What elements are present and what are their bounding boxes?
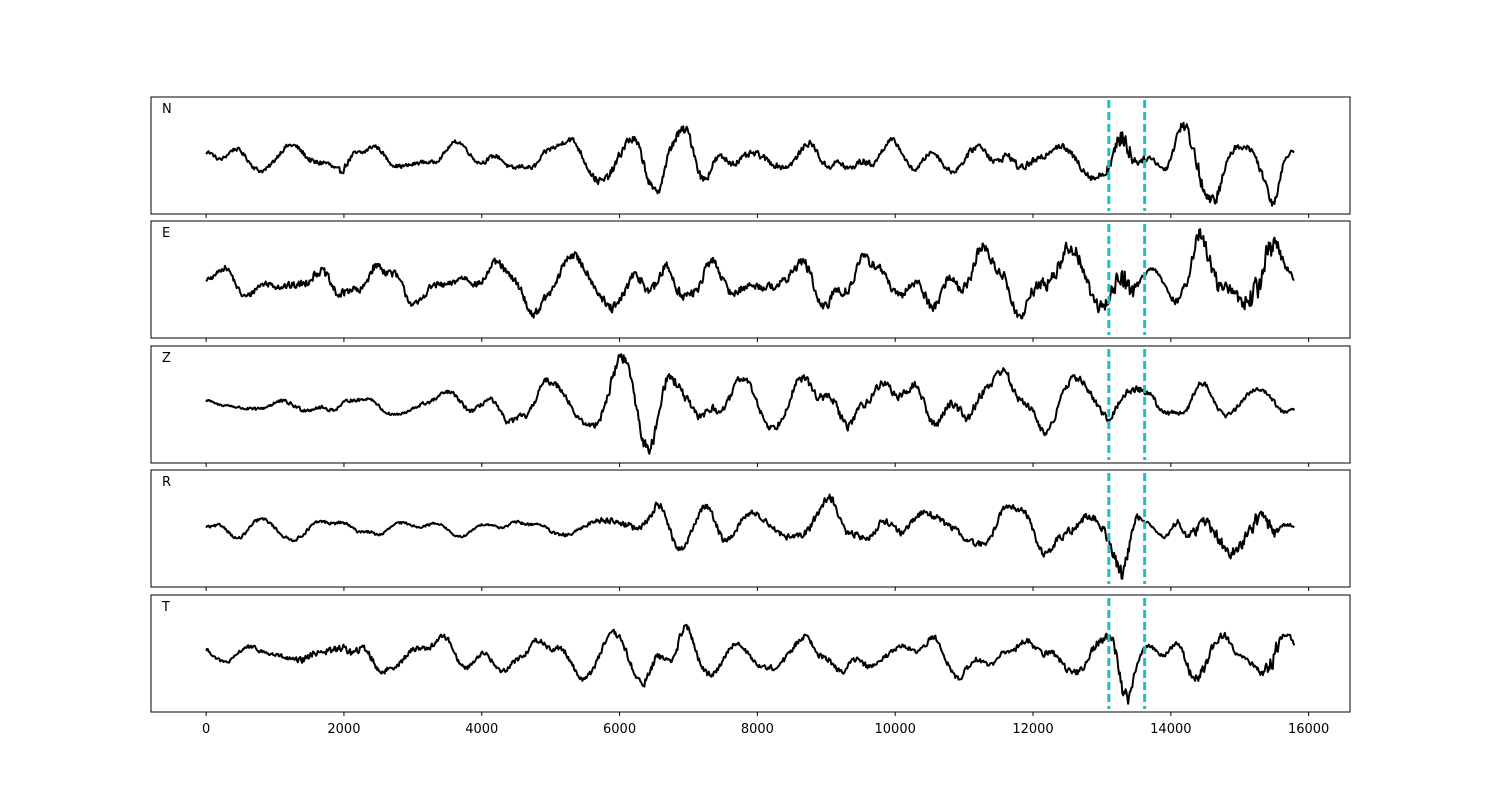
panel-label: E: [162, 226, 170, 241]
panel-label: Z: [162, 351, 171, 366]
panel-label: T: [161, 600, 170, 615]
x-tick-label: 8000: [741, 722, 774, 737]
x-tick-label: 4000: [465, 722, 498, 737]
panel-frame: [150, 469, 1351, 588]
panel-frame: [150, 96, 1351, 215]
panel-t: T: [150, 594, 1351, 716]
trace-n: [205, 121, 1295, 207]
x-axis: 0 2000 4000 6000 8000 10000 12000 14000 16000: [202, 722, 1329, 737]
panel-frame: [150, 220, 1351, 339]
x-tick-label: 0: [202, 722, 210, 737]
trace-z: [205, 353, 1296, 455]
x-tick-label: 14000: [1150, 722, 1191, 737]
x-tick-label: 6000: [603, 722, 636, 737]
panel-label: R: [162, 475, 171, 490]
panels-group: N E Z R T: [150, 96, 1351, 716]
x-tick-label: 16000: [1288, 722, 1329, 737]
panel-label: N: [162, 102, 172, 117]
x-tick-label: 12000: [1012, 722, 1053, 737]
panel-r: R: [150, 469, 1351, 591]
panel-e: E: [150, 220, 1351, 342]
panel-frame: [150, 345, 1351, 464]
x-tick-label: 2000: [327, 722, 360, 737]
trace-r: [205, 493, 1295, 580]
trace-e: [205, 228, 1295, 320]
x-tick-label: 10000: [875, 722, 916, 737]
panel-frame: [150, 594, 1351, 713]
trace-t: [205, 623, 1296, 705]
panel-z: Z: [150, 345, 1351, 467]
panel-n: N: [150, 96, 1351, 218]
